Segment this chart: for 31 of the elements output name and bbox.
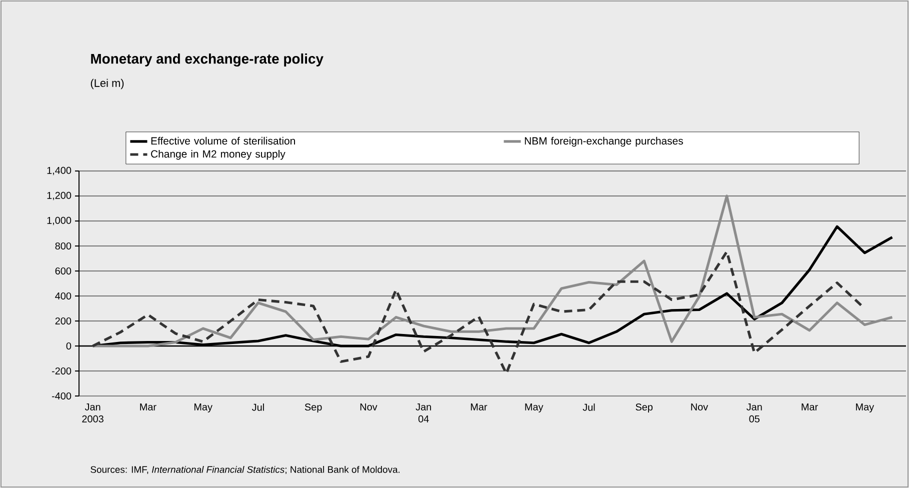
y-tick-label: 1,000 <box>47 216 72 226</box>
source-note: Sources: IMF, International Financial Statistics; National Bank of Moldova. <box>90 466 400 474</box>
x-tick-label: Sep <box>636 404 653 413</box>
x-tick-label: Jul <box>252 404 264 411</box>
x-tick-label: May <box>194 404 212 412</box>
x-tick-label: May <box>525 404 544 412</box>
y-tick-label: -200 <box>52 367 72 375</box>
x-tick-label: Nov <box>691 404 708 410</box>
y-tick-label: 200 <box>55 317 72 325</box>
x-tick-label: Mar <box>802 404 818 410</box>
legend-label: NBM foreign-exchange purchases <box>524 136 683 147</box>
x-tick-label: May <box>856 404 874 412</box>
x-tick-label: Nov <box>360 404 378 410</box>
x-tick-label: Jan 04 <box>416 404 431 422</box>
y-tick-label: 1,200 <box>47 192 72 200</box>
y-tick-label: 1,400 <box>47 166 72 176</box>
y-tick-label: 800 <box>55 242 72 250</box>
chart-title: Monetary and exchange-rate policy <box>91 53 324 67</box>
x-tick-label: Mar <box>140 404 156 410</box>
y-tick-label: 400 <box>55 292 72 300</box>
y-tick-label: -400 <box>52 392 72 400</box>
x-tick-label: Jan 05 <box>746 404 762 422</box>
x-tick-label: Mar <box>470 404 488 410</box>
legend-label: Change in M2 money supply <box>151 150 286 160</box>
legend-label: Effective volume of sterilisation <box>151 136 295 145</box>
x-tick-label: Sep <box>304 404 322 413</box>
chart-subtitle: (Lei m) <box>90 78 124 90</box>
y-tick-label: 600 <box>55 267 72 275</box>
x-tick-label: Jan 2003 <box>82 404 104 422</box>
x-tick-label: Jul <box>582 404 595 411</box>
y-tick-label: 0 <box>66 342 72 350</box>
